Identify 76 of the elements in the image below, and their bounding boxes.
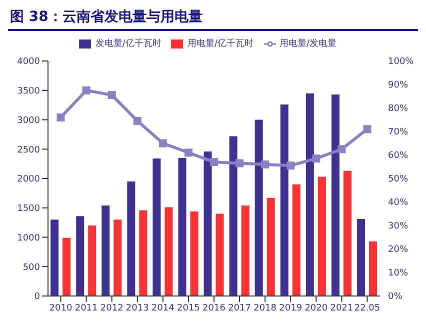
point	[261, 160, 270, 168]
bar	[241, 206, 250, 296]
bar	[266, 198, 275, 296]
x-tick-label: 2013	[126, 303, 149, 314]
y2-tick-label: 10%	[388, 268, 408, 279]
bar	[127, 181, 136, 296]
bar	[50, 220, 59, 296]
y-tick-label: 2000	[17, 174, 40, 185]
bar	[343, 170, 352, 296]
point	[158, 139, 167, 148]
y-tick-label: 4000	[17, 57, 40, 68]
x-tick-label: 22.05	[354, 303, 380, 314]
bar	[178, 158, 186, 296]
bar	[216, 214, 224, 296]
bar	[357, 219, 366, 296]
x-tick-label: 2020	[304, 303, 328, 314]
bar	[139, 210, 148, 296]
x-tick-label: 2021	[330, 303, 354, 314]
y2-tick-label: 30%	[388, 222, 408, 232]
point	[133, 116, 142, 125]
legend-label: 发电量/亿千瓦时	[95, 39, 162, 49]
bar	[280, 104, 288, 296]
x-tick-label: 2012	[100, 303, 124, 314]
bar	[76, 216, 84, 296]
chart-title: 图 38：云南省发电量与用电量	[8, 8, 418, 31]
x-tick-label: 2019	[279, 303, 302, 314]
y2-tick-label: 20%	[388, 245, 408, 256]
point	[82, 86, 90, 94]
bar	[204, 151, 212, 296]
bar	[102, 206, 110, 296]
point	[363, 125, 372, 134]
y2-tick-label: 90%	[388, 80, 408, 91]
y2-tick-label: 60%	[388, 151, 408, 162]
x-tick-label: 2018	[254, 303, 277, 314]
y-tick-label: 0	[34, 292, 40, 302]
y-tick-label: 3000	[17, 116, 40, 126]
bar	[318, 176, 326, 296]
y2-tick-label: 80%	[388, 104, 408, 114]
y-tick-label: 1500	[17, 204, 40, 214]
bar	[88, 226, 96, 296]
y2-tick-label: 0%	[388, 292, 403, 302]
x-tick-label: 2014	[151, 303, 175, 314]
point	[338, 145, 346, 154]
x-tick-label: 2010	[49, 303, 72, 314]
bar	[254, 120, 263, 296]
bar	[164, 207, 173, 296]
y-tick-label: 2500	[17, 145, 40, 156]
bar	[229, 136, 238, 296]
bar	[190, 211, 198, 296]
y2-tick-label: 40%	[388, 198, 408, 208]
point	[108, 91, 116, 100]
x-tick-label: 2017	[228, 303, 251, 314]
y2-tick-label: 50%	[388, 174, 408, 185]
bar	[62, 238, 71, 296]
point	[312, 154, 320, 163]
x-tick-label: 2011	[74, 303, 98, 314]
point	[236, 159, 244, 168]
legend-label: 用电量/亿千瓦时	[187, 39, 254, 49]
y-tick-label: 3500	[17, 86, 40, 97]
point	[56, 113, 65, 122]
bar	[152, 158, 161, 296]
bar	[306, 93, 314, 296]
y-tick-label: 1000	[17, 233, 40, 244]
y-tick-label: 500	[22, 262, 40, 273]
point	[210, 158, 218, 166]
point	[286, 162, 295, 170]
bar	[292, 184, 300, 296]
bar	[114, 220, 122, 296]
x-tick-label: 2016	[202, 303, 226, 314]
bar	[369, 241, 378, 296]
y2-tick-label: 70%	[388, 128, 408, 138]
y2-tick-label: 100%	[388, 57, 414, 68]
point	[184, 148, 192, 157]
bar	[331, 94, 340, 296]
x-tick-label: 2015	[177, 303, 200, 314]
legend-label: 用电量/发电量	[280, 39, 337, 49]
